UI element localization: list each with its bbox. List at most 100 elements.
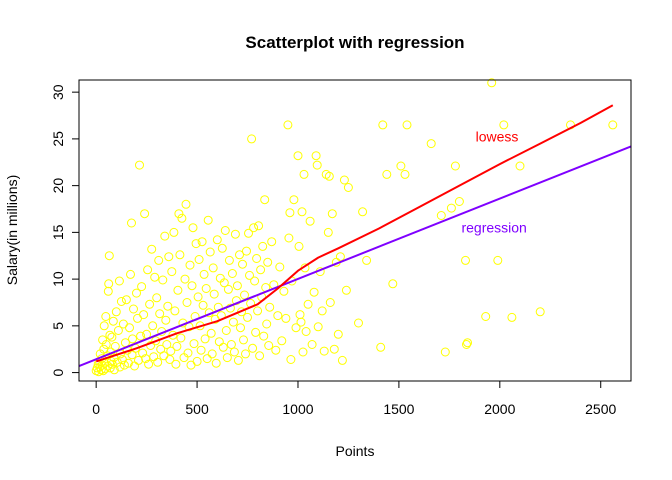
data-point (158, 275, 168, 285)
x-tick-label: 500 (185, 401, 209, 417)
data-point (251, 327, 261, 337)
data-point (264, 341, 274, 350)
data-point (171, 359, 181, 369)
data-point (127, 218, 136, 228)
data-point (212, 235, 222, 245)
data-point (426, 139, 436, 149)
data-point (382, 169, 392, 179)
data-point (279, 286, 289, 296)
data-point (273, 311, 283, 321)
data-point (200, 334, 210, 344)
data-point (175, 250, 185, 260)
y-tick-label: 20 (50, 178, 66, 194)
data-point (111, 307, 121, 317)
data-point (267, 237, 277, 247)
data-point (223, 284, 233, 294)
data-point (343, 183, 353, 192)
data-point (181, 199, 191, 209)
data-point (240, 290, 249, 300)
data-point (362, 255, 372, 265)
data-point (341, 285, 351, 295)
data-point (144, 359, 154, 369)
plot-area (79, 78, 631, 377)
data-point (217, 243, 227, 253)
chart-title: Scatterplot with regression (245, 33, 464, 52)
x-tick-label: 2000 (484, 401, 515, 417)
data-point (139, 310, 149, 320)
data-point (329, 344, 339, 354)
data-point (462, 340, 471, 349)
data-point (297, 207, 307, 217)
data-point (299, 169, 309, 179)
data-point (337, 355, 347, 365)
data-point (247, 134, 257, 144)
data-point (150, 272, 160, 282)
data-point (196, 345, 206, 355)
data-point (161, 315, 171, 325)
data-point (148, 321, 158, 331)
data-point (294, 241, 304, 251)
data-point (108, 316, 118, 326)
data-point (296, 317, 306, 327)
data-point (312, 160, 322, 170)
data-point (242, 246, 251, 256)
data-point (446, 203, 456, 213)
data-point (177, 213, 187, 223)
data-point (134, 355, 143, 365)
data-point (105, 330, 115, 340)
data-point (168, 330, 178, 340)
data-point (107, 359, 117, 369)
data-point (163, 301, 173, 311)
data-point (301, 327, 311, 336)
data-point (303, 299, 313, 309)
data-point (454, 197, 464, 206)
data-point (327, 209, 337, 219)
data-point (123, 358, 133, 368)
data-point (121, 295, 131, 305)
data-point (191, 239, 201, 249)
data-point (402, 120, 412, 130)
y-tick-label: 30 (50, 84, 66, 100)
data-point (209, 289, 219, 299)
data-point (128, 334, 137, 344)
data-point (199, 269, 209, 279)
data-point (180, 274, 190, 284)
data-point (396, 161, 406, 171)
data-point (203, 215, 213, 225)
data-point (535, 307, 545, 317)
data-point (493, 255, 503, 265)
regression-line (79, 145, 631, 367)
data-point (101, 340, 111, 349)
data-point (440, 347, 450, 357)
data-point (160, 231, 170, 241)
data-point (263, 257, 273, 267)
data-point (193, 292, 203, 302)
points-group (91, 78, 618, 377)
data-point (182, 298, 192, 307)
data-point (137, 282, 147, 292)
data-point (335, 252, 345, 262)
data-point (317, 306, 327, 316)
data-point (167, 267, 177, 277)
data-point (481, 312, 491, 321)
data-point (226, 340, 236, 349)
x-tick-label: 1000 (282, 401, 313, 417)
data-point (107, 332, 117, 342)
data-point (236, 323, 245, 333)
data-point (197, 237, 207, 247)
data-point (333, 329, 343, 339)
data-point (285, 208, 295, 218)
data-point (309, 287, 319, 297)
data-point (99, 321, 109, 331)
data-point (214, 337, 224, 347)
y-tick-label: 15 (50, 224, 66, 240)
data-point (135, 160, 144, 170)
data-point (222, 353, 232, 363)
y-tick-label: 0 (50, 368, 66, 376)
data-point (110, 341, 120, 351)
data-point (136, 331, 146, 341)
data-point (202, 354, 212, 364)
data-point (186, 360, 196, 370)
x-axis: 0 500 1000 1500 2000 2500 (92, 380, 617, 417)
